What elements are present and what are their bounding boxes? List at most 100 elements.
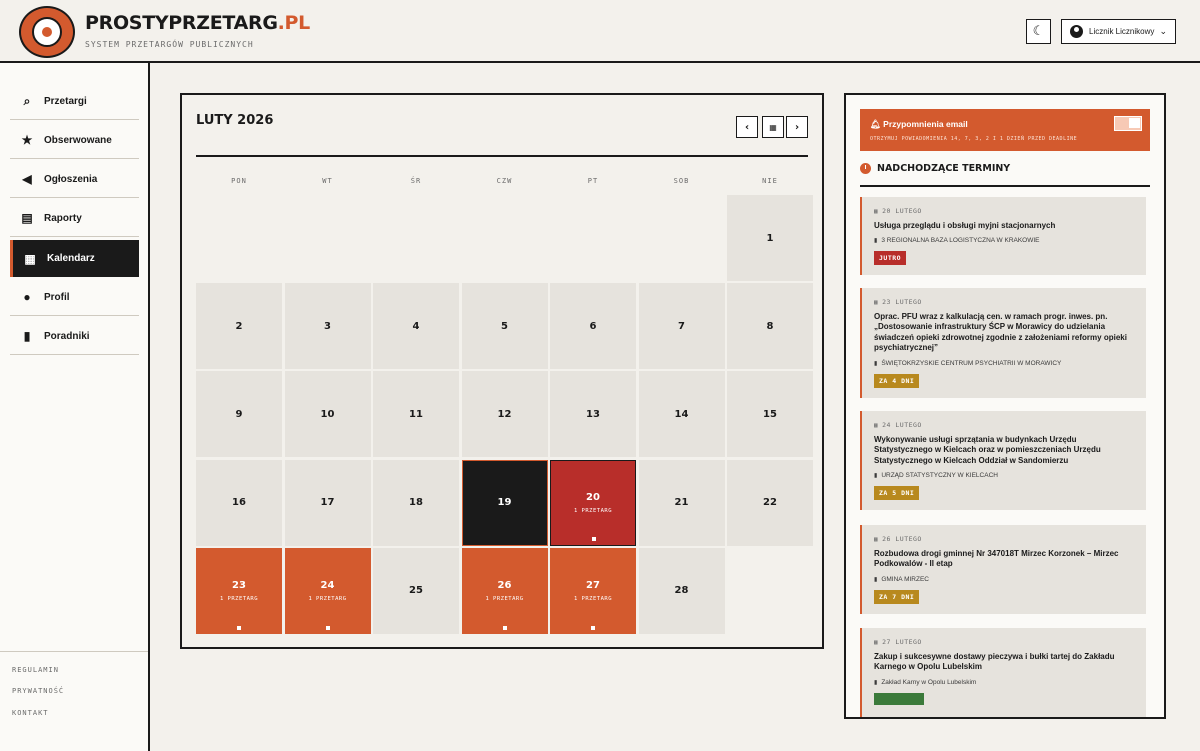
building-icon: ▮ — [874, 576, 878, 583]
event-organization: ▮ GMINA MIRZEC — [874, 576, 1134, 583]
calendar-day[interactable]: 16 — [196, 459, 282, 546]
calendar-day[interactable]: 9 — [196, 371, 282, 458]
logo-icon[interactable] — [19, 6, 75, 58]
next-month-button[interactable]: › — [786, 116, 808, 138]
calendar-icon: ▦ — [769, 122, 777, 132]
sidebar-item-label: Poradniki — [44, 330, 90, 342]
calendar-day[interactable]: 6 — [550, 283, 636, 370]
calendar-day[interactable]: 23 1 PRZETARG — [196, 547, 282, 634]
calendar-day[interactable]: 20 1 PRZETARG — [550, 459, 636, 546]
sidebar-item-ogloszenia[interactable]: ◀ Ogłoszenia — [10, 161, 139, 198]
calendar-day[interactable]: 19 — [461, 459, 548, 546]
theme-toggle-button[interactable]: ☾ — [1026, 19, 1051, 44]
user-menu-button[interactable]: Licznik Licznikowy ⌄ — [1061, 19, 1176, 44]
upcoming-panel: 🔔︎ Przypomnienia email OTRZYMUJ POWIADOM… — [844, 93, 1166, 719]
sidebar-item-label: Obserwowane — [44, 134, 112, 146]
calendar-day[interactable]: 8 — [727, 283, 813, 370]
weekday-label: ŚR — [410, 177, 422, 185]
upcoming-event-card[interactable]: ▦ 27 LUTEGO Zakup i sukcesywne dostawy pie… — [860, 628, 1146, 717]
calendar-day[interactable]: 3 — [284, 283, 371, 370]
day-number: 25 — [409, 585, 423, 597]
calendar-day[interactable]: 14 — [638, 371, 725, 458]
footer-link-prywatnosc[interactable]: PRYWATNOŚĆ — [12, 687, 65, 695]
chevron-right-icon: › — [794, 121, 800, 133]
sidebar-item-raporty[interactable]: ▤ Raporty — [10, 200, 139, 237]
calendar-day[interactable]: 2 — [196, 283, 282, 370]
calendar-day[interactable]: 28 — [638, 547, 725, 634]
calendar-day[interactable]: 11 — [373, 371, 459, 458]
sidebar-item-obserwowane[interactable]: ★ Obserwowane — [10, 122, 139, 159]
event-marker — [591, 625, 595, 630]
calendar-day[interactable]: 10 — [284, 371, 371, 458]
day-number: 7 — [678, 320, 685, 332]
report-icon: ▤ — [21, 211, 33, 225]
today-button[interactable]: ▦ — [762, 116, 784, 138]
deadline-badge: ZA 4 DNI — [874, 373, 920, 388]
reminder-title-text: Przypomnienia email — [883, 119, 968, 129]
user-name: Licznik Licznikowy — [1089, 27, 1155, 36]
sidebar-item-poradniki[interactable]: ▮ Poradniki — [10, 318, 139, 355]
calendar-day[interactable]: 27 1 PRZETARG — [550, 547, 636, 634]
footer-link-regulamin[interactable]: REGULAMIN — [12, 666, 59, 674]
brand-suffix: .PL — [277, 12, 311, 34]
brand-name[interactable]: PROSTYPRZETARG.PL — [85, 12, 310, 34]
event-date-text: 20 LUTEGO — [882, 207, 922, 215]
calendar-icon: ▦ — [24, 251, 36, 266]
event-title[interactable]: Oprac. PFU wraz z kalkulacją cen. w rama… — [874, 312, 1127, 353]
calendar-day[interactable]: 12 — [461, 371, 548, 458]
deadline-badge: ZA 5 DNI — [874, 486, 920, 501]
prev-month-button[interactable]: ‹ — [736, 116, 758, 138]
day-number: 19 — [497, 497, 512, 509]
event-date-text: 26 LUTEGO — [882, 535, 922, 543]
calendar-icon: ▦ — [874, 422, 879, 429]
email-reminder-toggle[interactable] — [1114, 116, 1142, 131]
event-marker — [325, 625, 330, 630]
calendar-day[interactable]: 22 — [727, 459, 813, 546]
calendar-day[interactable]: 13 — [550, 371, 636, 458]
calendar-day[interactable]: 18 — [373, 459, 459, 546]
calendar-icon: ▦ — [874, 208, 879, 215]
deadline-badge: ZA 7 DNI — [874, 589, 920, 604]
calendar-day[interactable]: 25 — [373, 547, 459, 634]
calendar-day[interactable]: 5 — [461, 283, 548, 370]
book-icon: ▮ — [23, 329, 31, 343]
weekday-label: SOB — [673, 177, 690, 185]
upcoming-event-card[interactable]: ▦ 24 LUTEGO Wykonywanie usługi sprzątania … — [860, 411, 1146, 511]
calendar-day[interactable]: 26 1 PRZETARG — [461, 547, 548, 634]
calendar-day[interactable]: 7 — [638, 283, 725, 370]
calendar-day[interactable]: 17 — [284, 459, 371, 546]
day-number: 5 — [501, 320, 508, 332]
day-number: 8 — [766, 320, 774, 332]
chevron-down-icon: ⌄ — [1159, 26, 1167, 36]
event-date: ▦ 23 LUTEGO — [874, 298, 1134, 306]
sidebar-item-profil[interactable]: ● Profil — [10, 279, 139, 316]
upcoming-title: NADCHODZĄCE TERMINY — [860, 163, 1150, 187]
event-title[interactable]: Zakup i sukcesywne dostawy pieczywa i bu… — [874, 652, 1115, 672]
weekday-label: WT — [322, 177, 333, 185]
event-title[interactable]: Usługa przeglądu i obsługi myjni stacjon… — [874, 221, 1056, 230]
footer-link-kontakt[interactable]: KONTAKT — [12, 709, 49, 717]
clock-icon — [860, 163, 871, 174]
upcoming-event-card[interactable]: ▦ 23 LUTEGO Oprac. PFU wraz z kalkulacją c… — [860, 288, 1146, 398]
calendar-day[interactable]: 24 1 PRZETARG — [284, 547, 371, 634]
calendar-day[interactable]: 1 — [727, 195, 813, 281]
calendar-day[interactable]: 15 — [727, 371, 813, 458]
calendar-day[interactable]: 21 — [638, 459, 725, 546]
day-number: 10 — [320, 408, 335, 420]
sidebar-item-przetargi[interactable]: ⌕ Przetargi — [10, 83, 139, 120]
day-tender-count: 1 PRZETARG — [573, 507, 613, 514]
event-organization-text: ŚWIĘTOKRZYSKIE CENTRUM PSYCHIATRII W MOR… — [881, 359, 1062, 367]
upcoming-event-card[interactable]: ▦ 26 LUTEGO Rozbudowa drogi gminnej Nr 347… — [860, 525, 1146, 614]
user-avatar-icon — [1070, 25, 1083, 38]
day-number: 2 — [235, 320, 243, 332]
day-number: 11 — [409, 408, 423, 420]
event-organization-text: GMINA MIRZEC — [881, 575, 929, 583]
bell-icon: 🔔︎ — [870, 119, 884, 129]
upcoming-event-card[interactable]: ▦ 20 LUTEGO Usługa przeglądu i obsługi myj… — [860, 197, 1146, 276]
event-title[interactable]: Rozbudowa drogi gminnej Nr 347018T Mirze… — [874, 549, 1119, 569]
event-organization: ▮ ŚWIĘTOKRZYSKIE CENTRUM PSYCHIATRII W MO… — [874, 360, 1134, 367]
calendar-day[interactable]: 4 — [373, 283, 459, 370]
event-title[interactable]: Wykonywanie usługi sprzątania w budynkac… — [874, 435, 1101, 465]
toggle-knob — [1129, 118, 1140, 128]
sidebar-item-kalendarz[interactable]: ▦ Kalendarz — [10, 240, 139, 277]
